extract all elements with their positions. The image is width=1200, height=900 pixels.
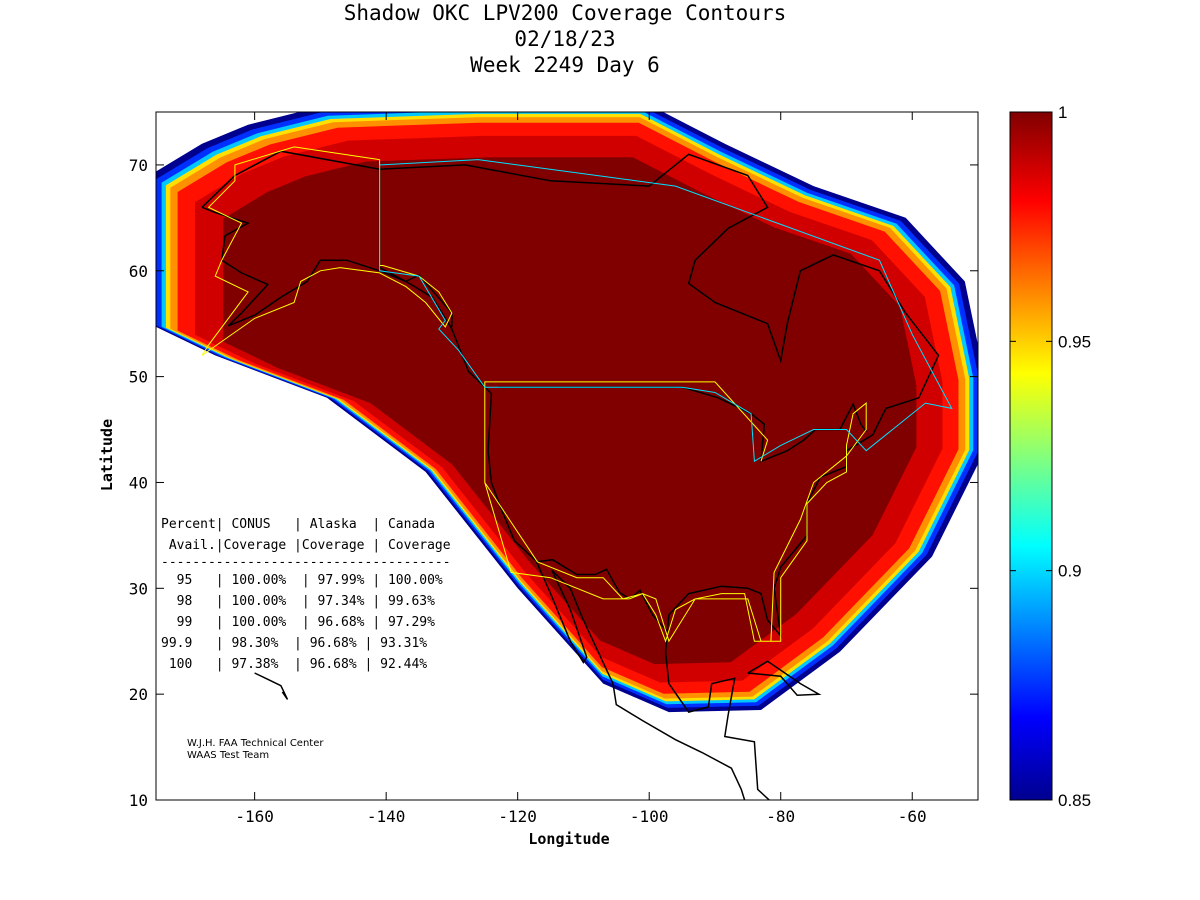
table-row: 99 | 100.00% | 96.68% | 97.29% — [161, 615, 435, 630]
coastline — [201, 206, 492, 395]
table-row: 95 | 100.00% | 97.99% | 100.00% — [161, 573, 443, 588]
y-tick-label: 50 — [129, 368, 148, 387]
x-tick-label: -60 — [898, 807, 927, 826]
y-tick-label: 10 — [129, 791, 148, 810]
coverage-band — [223, 157, 917, 665]
service-areas — [201, 146, 953, 643]
y-tick-label: 70 — [129, 156, 148, 175]
coastline — [254, 672, 289, 700]
alaska-boundary — [201, 146, 453, 356]
colorbar-ticks: 0.85 0.9 0.95 1 — [1010, 103, 1091, 810]
table-divider: ------------------------------------- — [161, 555, 451, 570]
colorbar-tick-label: 1 — [1058, 103, 1067, 122]
coastline — [487, 393, 746, 800]
y-tick-label: 30 — [129, 579, 148, 598]
x-tick-label: -120 — [498, 807, 537, 826]
y-axis-label: Latitude — [98, 419, 116, 491]
x-tick-label: -140 — [367, 807, 406, 826]
x-tick-label: -100 — [630, 807, 669, 826]
credit-line-2: WAAS Test Team — [187, 750, 270, 761]
colorbar-tick-label: 0.85 — [1058, 791, 1091, 810]
plot-frame — [155, 111, 979, 801]
y-tick-label: 60 — [129, 262, 148, 281]
colorbar-tick-label: 0.9 — [1058, 562, 1082, 581]
border-us-mexico — [536, 558, 669, 633]
coverage-contours — [156, 112, 978, 713]
y-tick-label: 40 — [129, 473, 148, 492]
coastline — [747, 660, 822, 696]
x-axis: -160 -140 -120 -100 -80 -60 — [235, 112, 927, 826]
x-tick-label: -160 — [235, 807, 274, 826]
title-line-3: Week 2249 Day 6 — [470, 53, 660, 77]
coverage-table: Percent| CONUS | Alaska | Canada Avail.|… — [161, 514, 451, 675]
credit: W.J.H. FAA Technical Center WAAS Test Tea… — [187, 738, 323, 762]
credit-line-1: W.J.H. FAA Technical Center — [187, 738, 324, 749]
border-us-canada — [498, 386, 867, 463]
y-tick-label: 20 — [129, 685, 148, 704]
y-axis: 10 20 30 40 50 60 70 — [129, 156, 978, 810]
table-row: 99.9 | 98.30% | 96.68% | 93.31% — [161, 636, 428, 651]
table-header-1: Percent| CONUS | Alaska | Canada — [161, 517, 435, 532]
title-line-1: Shadow OKC LPV200 Coverage Contours — [343, 1, 787, 25]
x-tick-label: -80 — [766, 807, 795, 826]
table-row: 100 | 97.38% | 96.68% | 92.44% — [161, 657, 428, 672]
x-axis-label: Longitude — [528, 830, 609, 848]
table-row: 98 | 100.00% | 97.34% | 99.63% — [161, 594, 435, 609]
table-header-2: Avail.|Coverage |Coverage | Coverage — [161, 538, 451, 553]
canada-boundary — [379, 159, 953, 463]
conus-boundary — [484, 381, 867, 643]
colorbar — [1009, 111, 1053, 801]
colorbar-tick-label: 0.95 — [1058, 332, 1091, 351]
title-line-2: 02/18/23 — [514, 27, 616, 51]
